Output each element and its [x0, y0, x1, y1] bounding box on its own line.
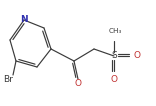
Text: O: O [75, 80, 81, 89]
Text: Br: Br [3, 75, 13, 84]
Text: S: S [111, 52, 117, 61]
Text: O: O [110, 75, 117, 84]
Text: O: O [134, 52, 141, 61]
Text: CH₃: CH₃ [108, 28, 122, 34]
Text: N: N [20, 15, 28, 24]
